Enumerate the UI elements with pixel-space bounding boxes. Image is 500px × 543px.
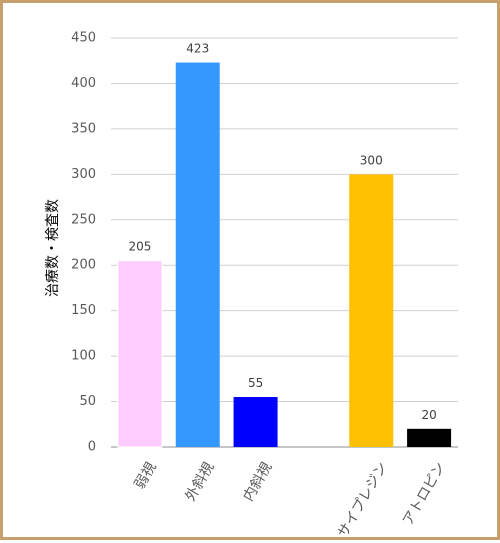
bar [349, 174, 394, 448]
y-axis-ticks: 0 50 100 150 200 250 300 350 400 450 [71, 31, 96, 455]
category-label: 弱視 [132, 460, 160, 492]
gridlines [111, 37, 458, 448]
data-labels: 205 423 55 300 20 [128, 42, 436, 422]
bars [117, 62, 452, 448]
y-tick-label: 300 [71, 167, 96, 182]
data-label: 423 [186, 42, 209, 56]
bar [233, 397, 278, 447]
category-label: アトロピン [400, 460, 449, 529]
y-tick-label: 200 [71, 258, 96, 273]
y-tick-label: 450 [71, 31, 96, 46]
bar [407, 428, 452, 447]
bar [175, 62, 220, 447]
data-label: 55 [248, 376, 263, 390]
category-label: 外斜視 [183, 460, 218, 504]
y-tick-label: 250 [71, 212, 96, 227]
y-tick-label: 400 [71, 76, 96, 91]
data-label: 20 [421, 408, 436, 422]
bar [117, 260, 163, 448]
y-tick-label: 50 [79, 394, 96, 409]
data-label: 205 [128, 240, 151, 254]
y-axis-title: 治療数・検査数 [44, 199, 61, 297]
y-tick-label: 350 [71, 121, 96, 136]
data-label: 300 [360, 153, 383, 167]
category-labels: 弱視 外斜視 内斜視 サイプレジン アトロピン [132, 460, 449, 541]
y-tick-label: 150 [71, 303, 96, 318]
category-label: サイプレジン [335, 460, 391, 541]
y-tick-label: 0 [88, 440, 96, 455]
category-label: 内斜視 [240, 460, 275, 504]
y-tick-label: 100 [71, 349, 96, 364]
